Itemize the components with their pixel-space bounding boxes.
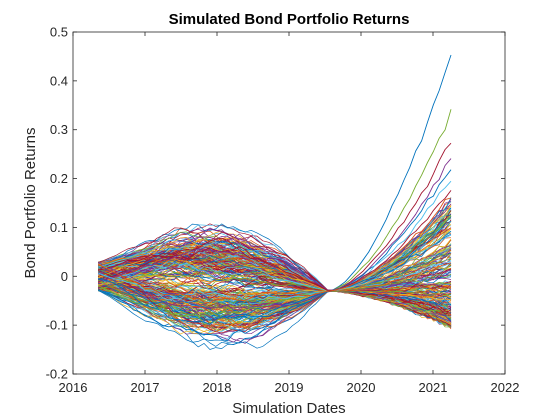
series-layer bbox=[98, 54, 452, 350]
x-tick-label: 2019 bbox=[275, 380, 304, 395]
series-line bbox=[98, 169, 452, 325]
series-line bbox=[98, 205, 452, 291]
y-tick-label: 0.5 bbox=[50, 25, 68, 40]
series-line bbox=[98, 238, 452, 297]
series-line bbox=[98, 283, 452, 299]
series-line bbox=[98, 268, 452, 327]
series-line bbox=[98, 253, 452, 292]
y-tick-label: 0.1 bbox=[50, 220, 68, 235]
y-tick-label: 0.4 bbox=[50, 73, 68, 88]
chart-title: Simulated Bond Portfolio Returns bbox=[169, 11, 410, 28]
series-line bbox=[98, 234, 452, 291]
series-line bbox=[98, 158, 452, 291]
series-line bbox=[98, 220, 452, 321]
y-axis-label: Bond Portfolio Returns bbox=[22, 128, 39, 279]
series-line bbox=[98, 239, 452, 306]
series-line bbox=[98, 54, 452, 342]
y-tick-label: 0.2 bbox=[50, 171, 68, 186]
series-line bbox=[98, 273, 451, 305]
y-tick-label: 0.3 bbox=[50, 122, 68, 137]
series-line bbox=[98, 252, 452, 321]
y-tick-label: -0.1 bbox=[46, 318, 68, 333]
series-line bbox=[98, 221, 452, 292]
y-tick-label: -0.2 bbox=[46, 367, 68, 382]
series-line bbox=[98, 247, 452, 292]
x-axis-label: Simulation Dates bbox=[232, 400, 345, 417]
series-line bbox=[98, 231, 451, 314]
axis-ticks: 2016 2017 2018 2019 2020 2021 2022 -0.2 -0.1 0 0.1… bbox=[46, 25, 520, 396]
y-tick-label: 0 bbox=[61, 269, 68, 284]
series-line bbox=[98, 180, 452, 302]
series-line bbox=[98, 223, 452, 291]
series-line bbox=[98, 109, 452, 325]
series-line bbox=[98, 263, 452, 335]
series-line bbox=[98, 273, 452, 329]
x-tick-label: 2022 bbox=[491, 380, 520, 395]
x-tick-label: 2021 bbox=[419, 380, 448, 395]
series-line bbox=[98, 266, 452, 298]
x-tick-label: 2018 bbox=[203, 380, 232, 395]
series-line bbox=[98, 142, 452, 291]
x-tick-label: 2020 bbox=[347, 380, 376, 395]
x-tick-label: 2017 bbox=[131, 380, 160, 395]
series-line bbox=[98, 237, 452, 325]
series-line bbox=[98, 228, 452, 292]
x-tick-label: 2016 bbox=[59, 380, 88, 395]
series-line bbox=[98, 270, 452, 334]
series-line bbox=[98, 197, 452, 304]
series-line bbox=[98, 190, 452, 291]
series-line bbox=[98, 245, 452, 314]
